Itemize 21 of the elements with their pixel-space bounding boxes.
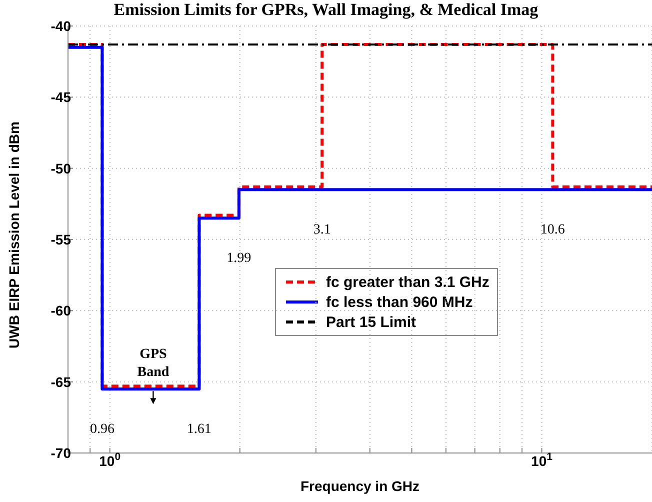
y-tick-label: -70: [50, 444, 72, 461]
y-tick-label: -60: [50, 302, 72, 319]
y-axis-title: UWB EIRP Emission Level in dBm: [6, 122, 22, 348]
y-tick-label: -45: [50, 89, 72, 106]
y-tick-label: -65: [50, 374, 72, 390]
annotation: 1.61: [186, 422, 212, 437]
legend-label: fc less than 960 MHz: [326, 294, 473, 310]
annotation: 10.6: [540, 222, 565, 238]
chart-title: Emission Limits for GPRs, Wall Imaging, & Medical Imag: [114, 0, 538, 19]
annotation: GPS Band: [137, 347, 170, 380]
x-axis-title: Frequency in GHz: [299, 478, 421, 494]
legend-label: fc greater than 3.1 GHz: [326, 274, 490, 290]
legend-label: Part 15 Limit: [326, 314, 416, 330]
annotation: 1.99: [226, 251, 252, 266]
x-tick-label: 10$^{1}$: [531, 451, 553, 469]
x-tick-label: 10$^{0}$: [99, 451, 121, 469]
annotation: 0.96: [90, 422, 114, 437]
y-tick-label: -55: [50, 231, 72, 248]
y-tick-label: -50: [50, 160, 72, 176]
annotation: 3.1: [313, 222, 331, 238]
y-tick-label: -40: [50, 18, 72, 34]
